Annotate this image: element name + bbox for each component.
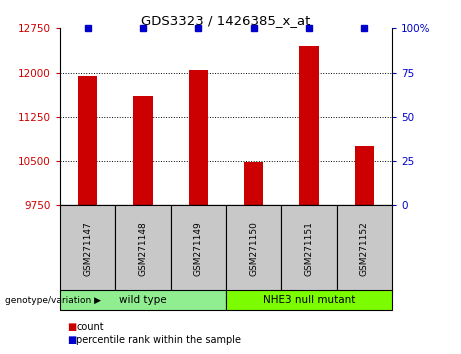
Bar [133,96,153,205]
Bar [78,75,97,205]
Bar [171,205,226,292]
Bar [115,205,171,292]
Text: NHE3 null mutant: NHE3 null mutant [263,295,355,305]
Text: GSM271151: GSM271151 [304,221,313,276]
Bar [337,205,392,292]
Text: ■: ■ [67,322,76,332]
Bar [226,205,281,292]
Text: percentile rank within the sample: percentile rank within the sample [76,335,241,345]
Text: GSM271150: GSM271150 [249,221,258,276]
Bar [60,290,226,310]
Bar [281,205,337,292]
Bar [189,70,208,205]
Bar [355,146,374,205]
Title: GDS3323 / 1426385_x_at: GDS3323 / 1426385_x_at [141,14,311,27]
Bar [299,46,319,205]
Text: GSM271149: GSM271149 [194,221,203,276]
Text: wild type: wild type [119,295,167,305]
Text: genotype/variation ▶: genotype/variation ▶ [5,296,100,304]
Text: GSM271147: GSM271147 [83,221,92,276]
Bar [226,290,392,310]
Text: GSM271152: GSM271152 [360,221,369,276]
Text: count: count [76,322,104,332]
Bar [60,205,115,292]
Bar [244,162,263,205]
Text: ■: ■ [67,335,76,345]
Text: GSM271148: GSM271148 [138,221,148,276]
